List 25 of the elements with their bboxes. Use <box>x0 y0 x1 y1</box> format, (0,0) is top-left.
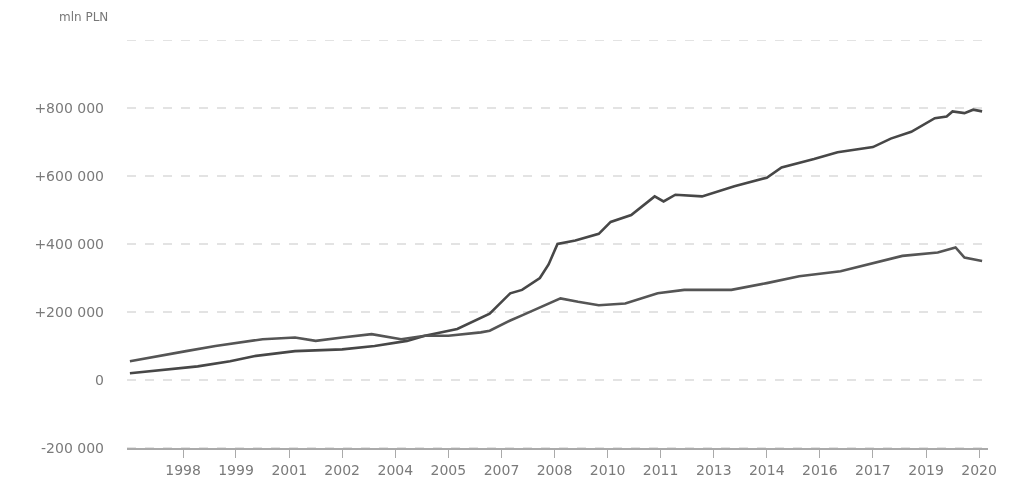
y-tick-label: +200 000 <box>34 303 104 320</box>
x-tick-label: 2011 <box>642 461 679 478</box>
y-tick-label: -200 000 <box>41 439 104 456</box>
x-tick-label: 1998 <box>165 461 201 478</box>
y-tick-label: +400 000 <box>34 235 104 252</box>
x-tick-label: 2013 <box>696 461 732 478</box>
y-axis-title: mln PLN <box>59 10 109 24</box>
y-tick-label: +800 000 <box>34 99 104 116</box>
x-tick-label: 2001 <box>271 461 308 478</box>
x-tick-label: 2016 <box>802 461 838 478</box>
x-tick-label: 1999 <box>218 461 254 478</box>
x-tick-label: 2005 <box>430 461 467 478</box>
x-tick-label: 2007 <box>483 461 520 478</box>
line-series <box>128 108 984 375</box>
x-tick-label: 2002 <box>324 461 360 478</box>
x-tick-label: 2019 <box>908 461 944 478</box>
line-series <box>128 246 984 363</box>
x-tick-label: 2014 <box>748 461 785 478</box>
x-tick-label: 2017 <box>855 461 891 478</box>
x-tick-label: 2004 <box>377 461 414 478</box>
x-tick-label: 2008 <box>536 461 573 478</box>
y-tick-label: +600 000 <box>34 167 104 184</box>
x-tick-label: 2020 <box>961 461 997 478</box>
x-tick-label: 2010 <box>589 461 626 478</box>
y-tick-label: 0 <box>95 371 104 388</box>
